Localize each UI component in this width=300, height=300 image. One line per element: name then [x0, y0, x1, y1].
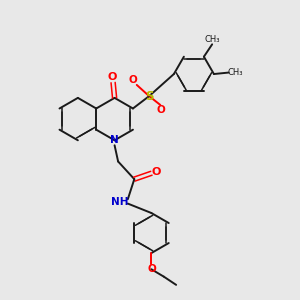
Text: N: N [110, 135, 119, 145]
Text: O: O [129, 75, 138, 85]
Text: O: O [152, 167, 161, 177]
Text: O: O [148, 264, 156, 274]
Text: O: O [157, 105, 166, 115]
Text: O: O [108, 72, 117, 82]
Text: NH: NH [111, 196, 128, 206]
Text: S: S [145, 90, 153, 103]
Text: CH₃: CH₃ [205, 35, 220, 44]
Text: CH₃: CH₃ [227, 68, 243, 77]
